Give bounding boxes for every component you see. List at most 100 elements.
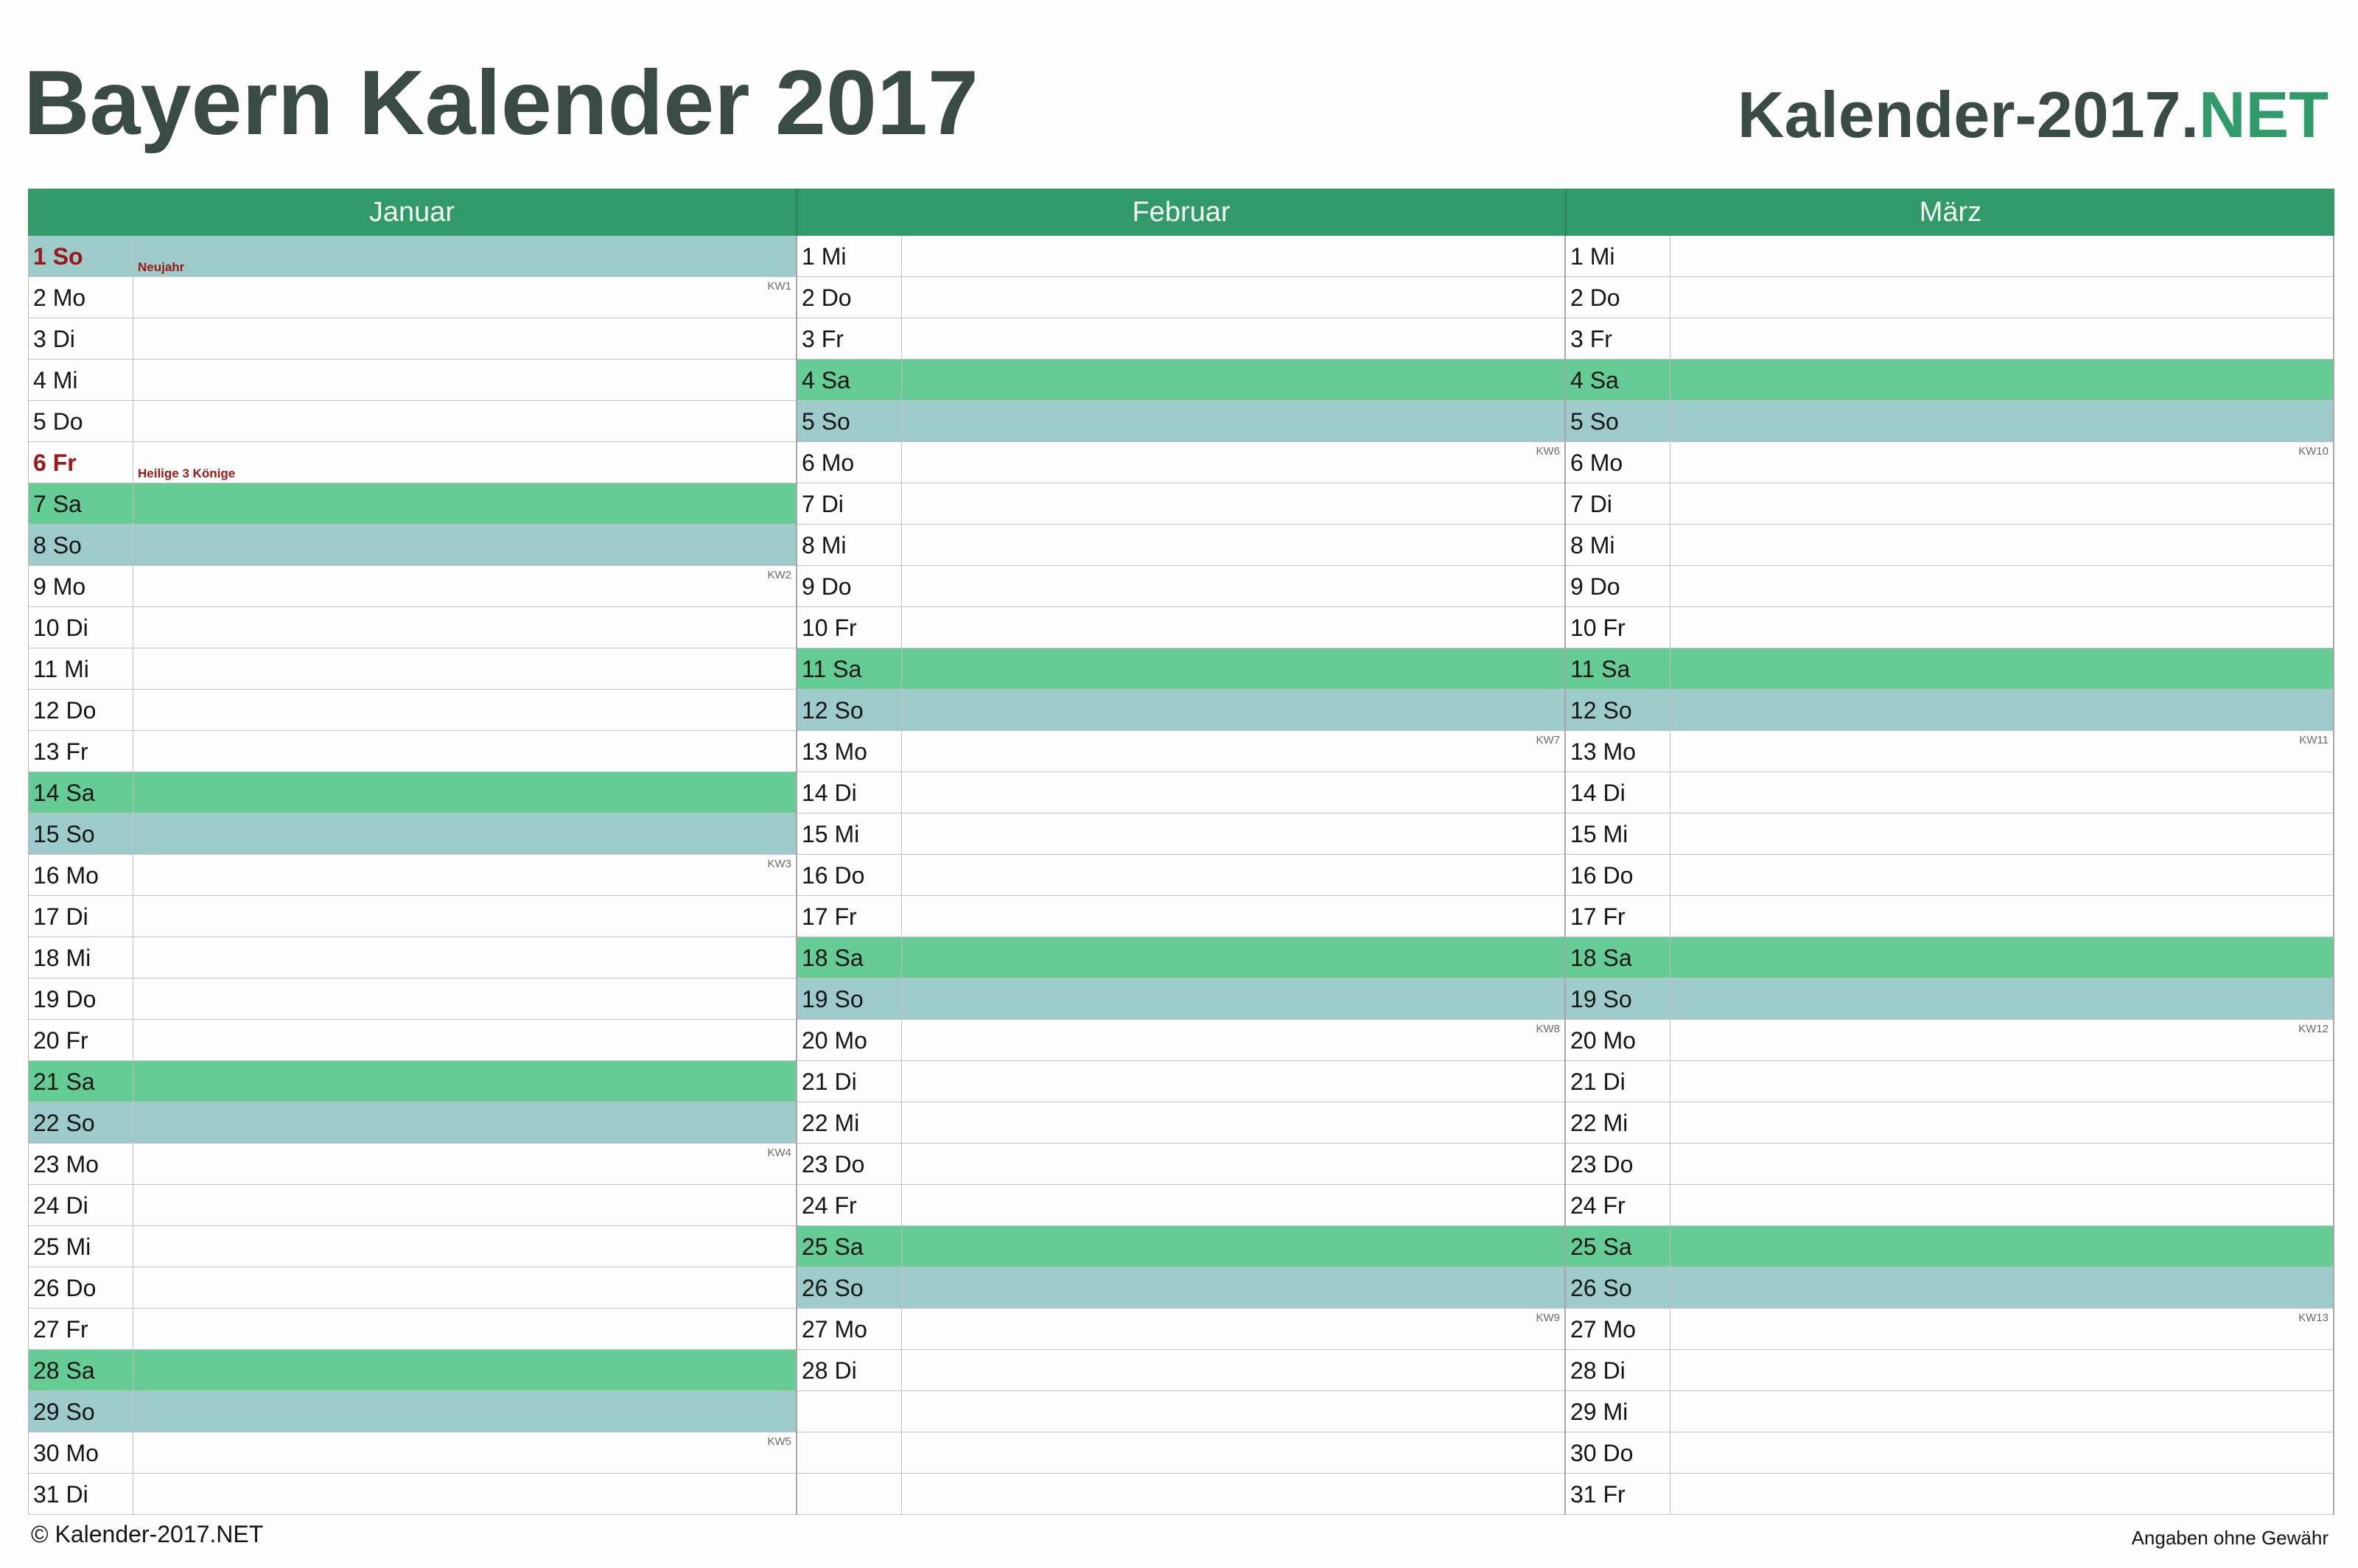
day-row[interactable]: 26 Do: [29, 1267, 796, 1309]
day-row[interactable]: 1 Mi: [797, 236, 1564, 277]
day-row[interactable]: 6 Mo KW6: [797, 442, 1564, 483]
day-row[interactable]: 5 Do: [29, 401, 796, 442]
day-row[interactable]: 16 Mo KW3: [29, 855, 796, 896]
day-note-cell[interactable]: [1670, 318, 2333, 359]
day-note-cell[interactable]: [902, 607, 1564, 648]
day-note-cell[interactable]: [1670, 1391, 2333, 1432]
day-note-cell[interactable]: [1670, 1102, 2333, 1143]
day-row[interactable]: 10 Di: [29, 607, 796, 648]
day-row[interactable]: 24 Fr: [797, 1185, 1564, 1226]
day-row[interactable]: 27 Mo KW13: [1566, 1309, 2333, 1350]
day-note-cell[interactable]: [902, 525, 1564, 565]
day-note-cell[interactable]: [902, 1061, 1564, 1102]
day-row[interactable]: 10 Fr: [1566, 607, 2333, 648]
day-note-cell[interactable]: [902, 1185, 1564, 1225]
day-row[interactable]: 31 Di: [29, 1474, 796, 1515]
day-note-cell[interactable]: [902, 1350, 1564, 1390]
day-row[interactable]: 23 Do: [797, 1144, 1564, 1185]
day-note-cell[interactable]: [133, 896, 796, 937]
day-note-cell[interactable]: [133, 937, 796, 978]
day-row[interactable]: 13 Mo KW7: [797, 731, 1564, 772]
day-row[interactable]: 5 So: [797, 401, 1564, 442]
day-row[interactable]: 22 Mi: [1566, 1102, 2333, 1144]
day-note-cell[interactable]: [1670, 1432, 2333, 1473]
day-note-cell[interactable]: KW8: [902, 1020, 1564, 1060]
day-row[interactable]: 8 So: [29, 525, 796, 566]
day-note-cell[interactable]: KW5: [133, 1432, 796, 1473]
day-row[interactable]: 3 Fr: [1566, 318, 2333, 360]
day-note-cell[interactable]: [1670, 1474, 2333, 1514]
day-note-cell[interactable]: [1670, 1226, 2333, 1267]
day-row[interactable]: 12 Do: [29, 690, 796, 731]
day-row[interactable]: 25 Sa: [1566, 1226, 2333, 1267]
day-note-cell[interactable]: [902, 979, 1564, 1019]
day-note-cell[interactable]: KW12: [1670, 1020, 2333, 1060]
day-row[interactable]: 7 Di: [797, 483, 1564, 525]
day-row[interactable]: 20 Mo KW8: [797, 1020, 1564, 1061]
day-note-cell[interactable]: KW10: [1670, 442, 2333, 483]
day-note-cell[interactable]: [133, 1020, 796, 1060]
day-row[interactable]: 19 Do: [29, 979, 796, 1020]
day-row[interactable]: 11 Sa: [1566, 648, 2333, 690]
day-note-cell[interactable]: KW4: [133, 1144, 796, 1184]
day-note-cell[interactable]: [902, 360, 1564, 400]
day-note-cell[interactable]: [133, 1267, 796, 1308]
day-row[interactable]: [797, 1474, 1564, 1515]
day-row[interactable]: 26 So: [1566, 1267, 2333, 1309]
day-note-cell[interactable]: KW13: [1670, 1309, 2333, 1349]
day-row[interactable]: 22 So: [29, 1102, 796, 1144]
day-row[interactable]: 4 Sa: [797, 360, 1564, 401]
day-note-cell[interactable]: KW9: [902, 1309, 1564, 1349]
day-note-cell[interactable]: KW3: [133, 855, 796, 895]
day-note-cell[interactable]: [133, 731, 796, 771]
day-note-cell[interactable]: Neujahr: [133, 236, 796, 276]
day-note-cell[interactable]: [133, 1226, 796, 1267]
day-note-cell[interactable]: [902, 1226, 1564, 1267]
day-row[interactable]: 30 Mo KW5: [29, 1432, 796, 1474]
day-row[interactable]: 18 Sa: [797, 937, 1564, 979]
day-row[interactable]: 2 Mo KW1: [29, 277, 796, 318]
day-row[interactable]: 22 Mi: [797, 1102, 1564, 1144]
day-row[interactable]: 29 Mi: [1566, 1391, 2333, 1432]
day-row[interactable]: 21 Di: [1566, 1061, 2333, 1102]
day-note-cell[interactable]: [1670, 1061, 2333, 1102]
day-note-cell[interactable]: [133, 648, 796, 689]
day-note-cell[interactable]: [902, 855, 1564, 895]
day-row[interactable]: 9 Do: [797, 566, 1564, 607]
day-row[interactable]: 19 So: [1566, 979, 2333, 1020]
day-note-cell[interactable]: [902, 690, 1564, 730]
day-row[interactable]: 25 Mi: [29, 1226, 796, 1267]
day-row[interactable]: 20 Fr: [29, 1020, 796, 1061]
day-note-cell[interactable]: [902, 813, 1564, 854]
day-note-cell[interactable]: [902, 937, 1564, 978]
day-note-cell[interactable]: [902, 1391, 1564, 1432]
day-row[interactable]: 8 Mi: [797, 525, 1564, 566]
day-note-cell[interactable]: [133, 483, 796, 524]
day-note-cell[interactable]: [1670, 277, 2333, 318]
day-note-cell[interactable]: [902, 566, 1564, 606]
day-row[interactable]: 6 Mo KW10: [1566, 442, 2333, 483]
day-row[interactable]: [797, 1432, 1564, 1474]
day-note-cell[interactable]: [133, 360, 796, 400]
day-note-cell[interactable]: [902, 483, 1564, 524]
day-note-cell[interactable]: [133, 979, 796, 1019]
day-row[interactable]: 4 Mi: [29, 360, 796, 401]
day-row[interactable]: 11 Sa: [797, 648, 1564, 690]
day-note-cell[interactable]: [902, 1144, 1564, 1184]
day-note-cell[interactable]: [1670, 896, 2333, 937]
day-note-cell[interactable]: [902, 277, 1564, 318]
day-row[interactable]: 16 Do: [1566, 855, 2333, 896]
day-row[interactable]: 21 Di: [797, 1061, 1564, 1102]
day-row[interactable]: 11 Mi: [29, 648, 796, 690]
day-row[interactable]: 7 Di: [1566, 483, 2333, 525]
day-row[interactable]: 13 Fr: [29, 731, 796, 772]
day-row[interactable]: 16 Do: [797, 855, 1564, 896]
day-row[interactable]: 5 So: [1566, 401, 2333, 442]
day-row[interactable]: 24 Fr: [1566, 1185, 2333, 1226]
day-note-cell[interactable]: [1670, 236, 2333, 276]
day-note-cell[interactable]: [1670, 979, 2333, 1019]
day-row[interactable]: 24 Di: [29, 1185, 796, 1226]
day-note-cell[interactable]: [133, 607, 796, 648]
day-note-cell[interactable]: [902, 1474, 1564, 1514]
day-note-cell[interactable]: KW1: [133, 277, 796, 318]
